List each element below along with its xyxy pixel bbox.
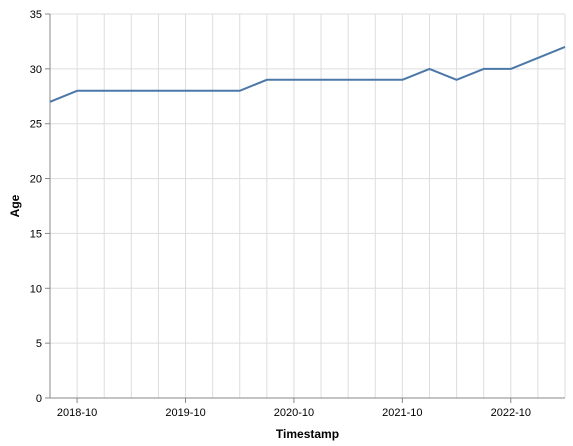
data-point	[156, 89, 160, 93]
data-point	[238, 89, 242, 93]
y-axis-title: Age	[8, 194, 22, 217]
y-grid	[50, 13, 565, 399]
data-point	[75, 89, 79, 93]
data-point	[319, 78, 323, 82]
data-point	[211, 89, 215, 93]
data-point	[48, 100, 52, 104]
y-axis-ticks: 0 5 10 15 20 25 30 35	[30, 9, 50, 405]
series-points	[48, 45, 567, 104]
data-point	[129, 89, 133, 93]
data-point	[482, 67, 486, 71]
y-tick-label: 0	[36, 393, 42, 405]
x-axis-ticks: 2018-10 2019-10 2020-10 2021-10 2022-10	[57, 398, 531, 419]
data-point	[102, 89, 106, 93]
x-tick-label: 2019-10	[165, 407, 205, 419]
x-tick-label: 2018-10	[57, 407, 97, 419]
data-point	[509, 67, 513, 71]
data-point	[563, 45, 567, 49]
x-grid	[49, 14, 566, 398]
y-tick-label: 15	[30, 228, 42, 240]
data-point	[427, 67, 431, 71]
x-tick-label: 2021-10	[382, 407, 422, 419]
data-point	[536, 56, 540, 60]
y-tick-label: 35	[30, 9, 42, 21]
y-tick-label: 10	[30, 283, 42, 295]
data-point	[346, 78, 350, 82]
data-point	[265, 78, 269, 82]
y-tick-label: 5	[36, 338, 42, 350]
data-point	[184, 89, 188, 93]
series-line	[49, 45, 566, 103]
data-point	[373, 78, 377, 82]
y-tick-label: 25	[30, 119, 42, 131]
data-point	[292, 78, 296, 82]
x-axis-title: Timestamp	[276, 427, 339, 441]
x-tick-label: 2022-10	[491, 407, 531, 419]
data-point	[455, 78, 459, 82]
x-tick-label: 2020-10	[274, 407, 314, 419]
data-point	[400, 78, 404, 82]
y-tick-label: 30	[30, 64, 42, 76]
y-tick-label: 20	[30, 174, 42, 186]
